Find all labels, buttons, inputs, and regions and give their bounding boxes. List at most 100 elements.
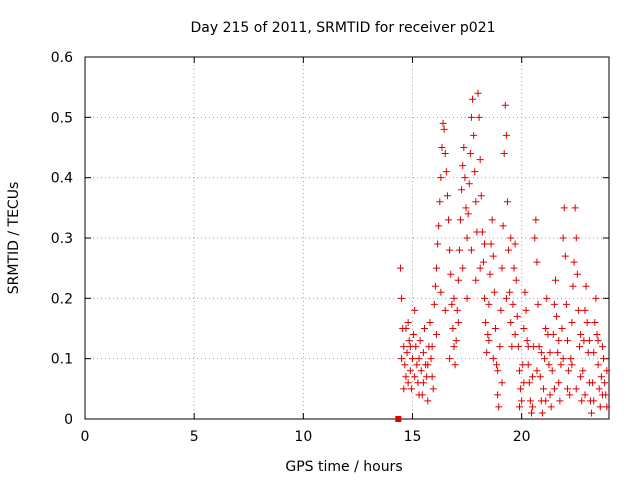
- data-point: [457, 216, 465, 224]
- data-point: [409, 355, 416, 363]
- data-point: [578, 397, 586, 405]
- data-point: [506, 288, 514, 296]
- x-tick-label: 10: [294, 429, 312, 445]
- data-point: [452, 337, 460, 345]
- data-point: [419, 349, 427, 357]
- data-point: [502, 131, 510, 139]
- data-point: [512, 276, 520, 284]
- y-tick-labels: 0 0.1 0.2 0.3 0.4 0.5 0.6: [51, 50, 73, 428]
- y-axis-label: SRMTID / TECUs: [6, 182, 22, 295]
- data-point: [454, 276, 462, 284]
- data-point: [485, 300, 493, 308]
- data-point: [591, 318, 599, 326]
- y-tick-label: 0: [64, 412, 73, 428]
- data-point: [543, 294, 551, 302]
- data-point: [553, 312, 561, 320]
- data-point: [601, 379, 609, 387]
- data-point: [550, 300, 558, 308]
- data-point: [493, 361, 501, 369]
- data-point: [497, 306, 505, 314]
- data-point: [508, 343, 516, 351]
- data-point: [507, 318, 515, 326]
- data-point: [577, 373, 585, 381]
- data-point: [450, 343, 458, 351]
- data-point: [574, 306, 582, 314]
- chart-title: Day 215 of 2011, SRMTID for receiver p02…: [190, 20, 495, 36]
- data-point: [442, 168, 450, 176]
- data-point: [542, 397, 550, 405]
- data-point: [547, 403, 555, 411]
- y-tick-label: 0.4: [51, 171, 73, 187]
- data-point: [520, 325, 528, 332]
- data-point: [443, 192, 451, 200]
- data-point: [405, 337, 413, 345]
- data-point: [484, 331, 492, 339]
- data-point: [446, 246, 454, 254]
- data-point: [514, 343, 522, 351]
- data-point: [559, 355, 567, 363]
- data-point: [540, 385, 547, 393]
- data-point: [467, 113, 475, 121]
- data-point: [424, 397, 432, 405]
- data-point: [526, 397, 534, 405]
- data-point: [595, 385, 603, 393]
- data-point: [541, 355, 549, 363]
- data-point: [536, 373, 544, 381]
- data-point: [564, 337, 572, 345]
- data-point: [463, 234, 471, 242]
- data-point: [510, 264, 518, 272]
- data-point: [415, 391, 423, 399]
- data-point: [428, 343, 436, 351]
- data-point: [460, 144, 468, 151]
- data-point: [404, 318, 412, 326]
- data-point: [476, 156, 484, 164]
- data-point: [568, 361, 576, 369]
- data-point: [454, 318, 462, 326]
- data-point: [555, 379, 563, 387]
- data-point: [434, 240, 442, 248]
- data-point: [439, 119, 447, 127]
- data-point: [479, 258, 487, 266]
- data-point: [503, 198, 511, 206]
- data-point: [523, 337, 531, 345]
- data-point: [396, 264, 404, 272]
- x-axis-label: GPS time / hours: [285, 459, 402, 475]
- data-point: [462, 204, 470, 212]
- data-point: [572, 385, 580, 393]
- data-point: [449, 325, 457, 332]
- data-point: [546, 391, 554, 399]
- data-point: [517, 385, 525, 393]
- data-point: [566, 391, 574, 399]
- data-point: [568, 318, 576, 326]
- data-point: [398, 294, 406, 302]
- data-point: [598, 343, 606, 351]
- data-point: [570, 258, 578, 266]
- y-tick-label: 0.6: [51, 50, 73, 66]
- y-tick-label: 0.3: [51, 231, 73, 247]
- x-tick-label: 0: [81, 429, 90, 445]
- data-point: [435, 222, 443, 230]
- data-point: [546, 349, 554, 357]
- data-point: [573, 270, 581, 278]
- data-point: [445, 216, 453, 224]
- data-point: [581, 391, 589, 399]
- data-point: [583, 318, 591, 326]
- data-point: [491, 325, 499, 332]
- x-tick-label: 20: [513, 429, 531, 445]
- data-point: [594, 337, 602, 345]
- data-point: [453, 306, 461, 314]
- data-points: [395, 89, 611, 422]
- data-point: [600, 355, 608, 363]
- data-point: [505, 246, 513, 254]
- y-tick-label: 0.5: [51, 110, 73, 126]
- data-point: [400, 385, 408, 393]
- data-point: [470, 131, 478, 139]
- data-point: [589, 379, 597, 387]
- data-point: [407, 385, 415, 393]
- y-tick-label: 0.1: [51, 352, 73, 368]
- data-point: [603, 403, 611, 411]
- data-point: [433, 331, 441, 339]
- data-point: [406, 343, 414, 351]
- data-point-square: [395, 416, 402, 422]
- data-point: [567, 355, 575, 363]
